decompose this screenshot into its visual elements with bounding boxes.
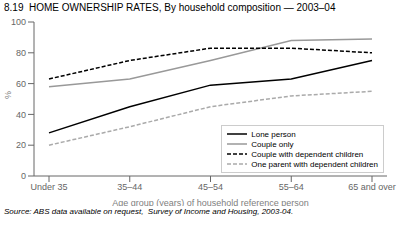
- html-text:Lone person: Lone person: [251, 129, 296, 139]
- html-text:Couple only: Couple only: [251, 139, 294, 149]
- html-text:Source: ABS data available on: Source: ABS data available on request, S…: [4, 207, 294, 216]
- svg-text:65 and over: 65 and over: [348, 182, 389, 192]
- svg-text:Age group (years) of household: Age group (years) of household reference…: [112, 198, 309, 206]
- html-text:8.19 HOME OWNERSHIP RATES, By: 8.19 HOME OWNERSHIP RATES, By household …: [4, 2, 336, 13]
- svg-text:80: 80: [16, 48, 26, 58]
- html-text:One parent with dependent chil: One parent with dependent children: [251, 159, 378, 169]
- svg-text:55–64: 55–64: [279, 182, 304, 192]
- svg-text:100: 100: [11, 17, 26, 27]
- svg-text:0: 0: [21, 171, 26, 181]
- svg-text:40: 40: [16, 110, 26, 120]
- svg-text:60: 60: [16, 79, 26, 89]
- svg-text:45–54: 45–54: [198, 182, 223, 192]
- svg-text:%: %: [8, 91, 13, 99]
- svg-text:35–44: 35–44: [117, 182, 142, 192]
- html-text:Couple with dependent children: Couple with dependent children: [251, 149, 364, 159]
- svg-text:Under 35: Under 35: [30, 182, 67, 192]
- svg-text:20: 20: [16, 140, 26, 150]
